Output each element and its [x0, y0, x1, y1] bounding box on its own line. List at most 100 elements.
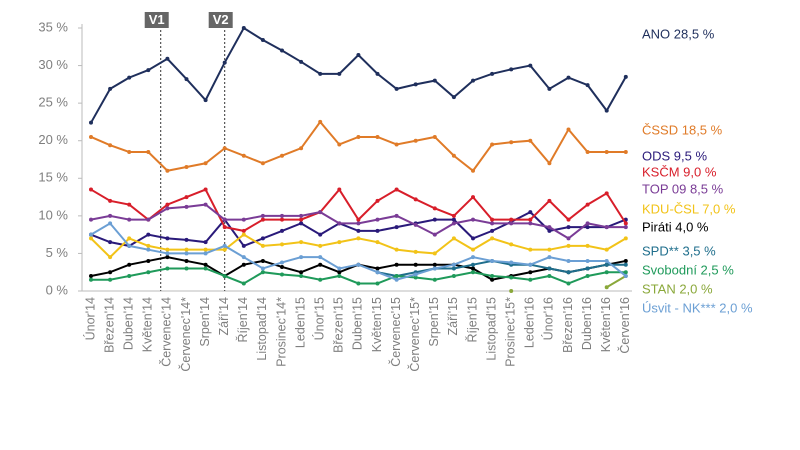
data-point: [528, 221, 533, 226]
data-point: [127, 243, 132, 248]
data-point: [432, 266, 437, 271]
data-point: [375, 217, 380, 222]
data-point: [222, 60, 227, 65]
data-point: [413, 249, 418, 254]
data-point: [547, 225, 552, 230]
legend-label: KSČM 9,0 %: [642, 164, 717, 179]
data-point: [89, 277, 93, 282]
data-point: [260, 213, 265, 218]
data-point: [471, 262, 475, 267]
data-point: [528, 138, 533, 143]
x-tick-label: Únor'15: [311, 297, 326, 340]
data-point: [280, 272, 284, 277]
data-point: [89, 273, 93, 278]
data-point: [318, 277, 323, 282]
data-point: [108, 143, 113, 148]
data-point: [89, 134, 93, 139]
data-point: [604, 262, 609, 267]
y-tick-label: 35 %: [38, 19, 68, 34]
data-point: [299, 59, 304, 64]
data-point: [547, 198, 552, 203]
data-point: [585, 221, 590, 226]
data-point: [394, 142, 399, 147]
x-tick-label: Listopad'14: [255, 297, 269, 361]
data-point: [432, 277, 437, 282]
data-point: [509, 260, 514, 265]
data-point: [318, 243, 323, 248]
data-point: [146, 149, 151, 154]
data-point: [471, 236, 475, 241]
data-point: [260, 266, 265, 271]
data-point: [203, 98, 208, 103]
data-point: [203, 247, 208, 252]
y-tick-label: 30 %: [38, 57, 68, 72]
data-point: [127, 202, 132, 207]
data-point: [356, 228, 361, 233]
data-point: [222, 273, 227, 278]
data-point: [623, 273, 628, 278]
data-point: [509, 140, 514, 145]
legend-label: STAN 2,0 %: [642, 281, 713, 296]
data-point: [623, 149, 628, 154]
data-point: [604, 225, 609, 230]
data-point: [566, 236, 571, 241]
data-point: [337, 240, 342, 245]
data-point: [432, 206, 437, 211]
data-point: [108, 255, 113, 260]
data-point: [566, 217, 571, 222]
data-point: [184, 251, 189, 256]
data-point: [127, 217, 132, 222]
x-tick-label: Březen'14: [102, 297, 116, 353]
data-point: [280, 242, 284, 247]
data-point: [547, 266, 552, 271]
data-point: [547, 228, 552, 233]
data-point: [451, 213, 456, 218]
x-tick-label: Listopad'15: [484, 297, 498, 361]
x-tick-label: Červenec'14*: [178, 297, 193, 372]
legend-label: KDU-ČSL 7,0 %: [642, 201, 736, 216]
data-point: [490, 273, 495, 278]
data-point: [585, 258, 590, 263]
data-point: [585, 225, 590, 230]
data-point: [413, 82, 418, 87]
data-point: [299, 240, 304, 245]
y-tick-label: 10 %: [38, 207, 68, 222]
data-point: [432, 217, 437, 222]
data-point: [509, 221, 514, 226]
data-point: [280, 213, 284, 218]
data-point: [604, 247, 609, 252]
data-point: [471, 217, 475, 222]
data-point: [432, 232, 437, 237]
x-tick-label: Srpen'15: [427, 297, 441, 347]
data-point: [146, 232, 151, 237]
data-point: [490, 258, 495, 263]
data-point: [108, 198, 113, 203]
data-point: [432, 78, 437, 83]
data-point: [241, 243, 246, 248]
data-point: [222, 243, 227, 248]
x-tick-label: Červen'16: [617, 297, 632, 354]
data-point: [184, 266, 189, 271]
data-point: [604, 285, 609, 290]
data-point: [280, 217, 284, 222]
data-point: [222, 217, 227, 222]
data-point: [241, 153, 246, 158]
data-point: [623, 258, 628, 263]
legend-label: Úsvit - NK*** 2,0 %: [642, 300, 753, 315]
data-point: [604, 258, 609, 263]
data-point: [509, 217, 514, 222]
data-point: [413, 272, 418, 277]
data-point: [528, 247, 533, 252]
data-point: [241, 262, 246, 267]
data-point: [509, 275, 514, 280]
data-point: [356, 221, 361, 226]
data-point: [451, 153, 456, 158]
data-point: [585, 266, 590, 271]
legend-label: ANO 28,5 %: [642, 26, 715, 41]
data-point: [108, 277, 113, 282]
data-point: [184, 165, 189, 170]
y-tick-label: 5 %: [46, 245, 69, 260]
data-point: [547, 161, 552, 166]
data-point: [585, 202, 590, 207]
data-point: [241, 217, 246, 222]
